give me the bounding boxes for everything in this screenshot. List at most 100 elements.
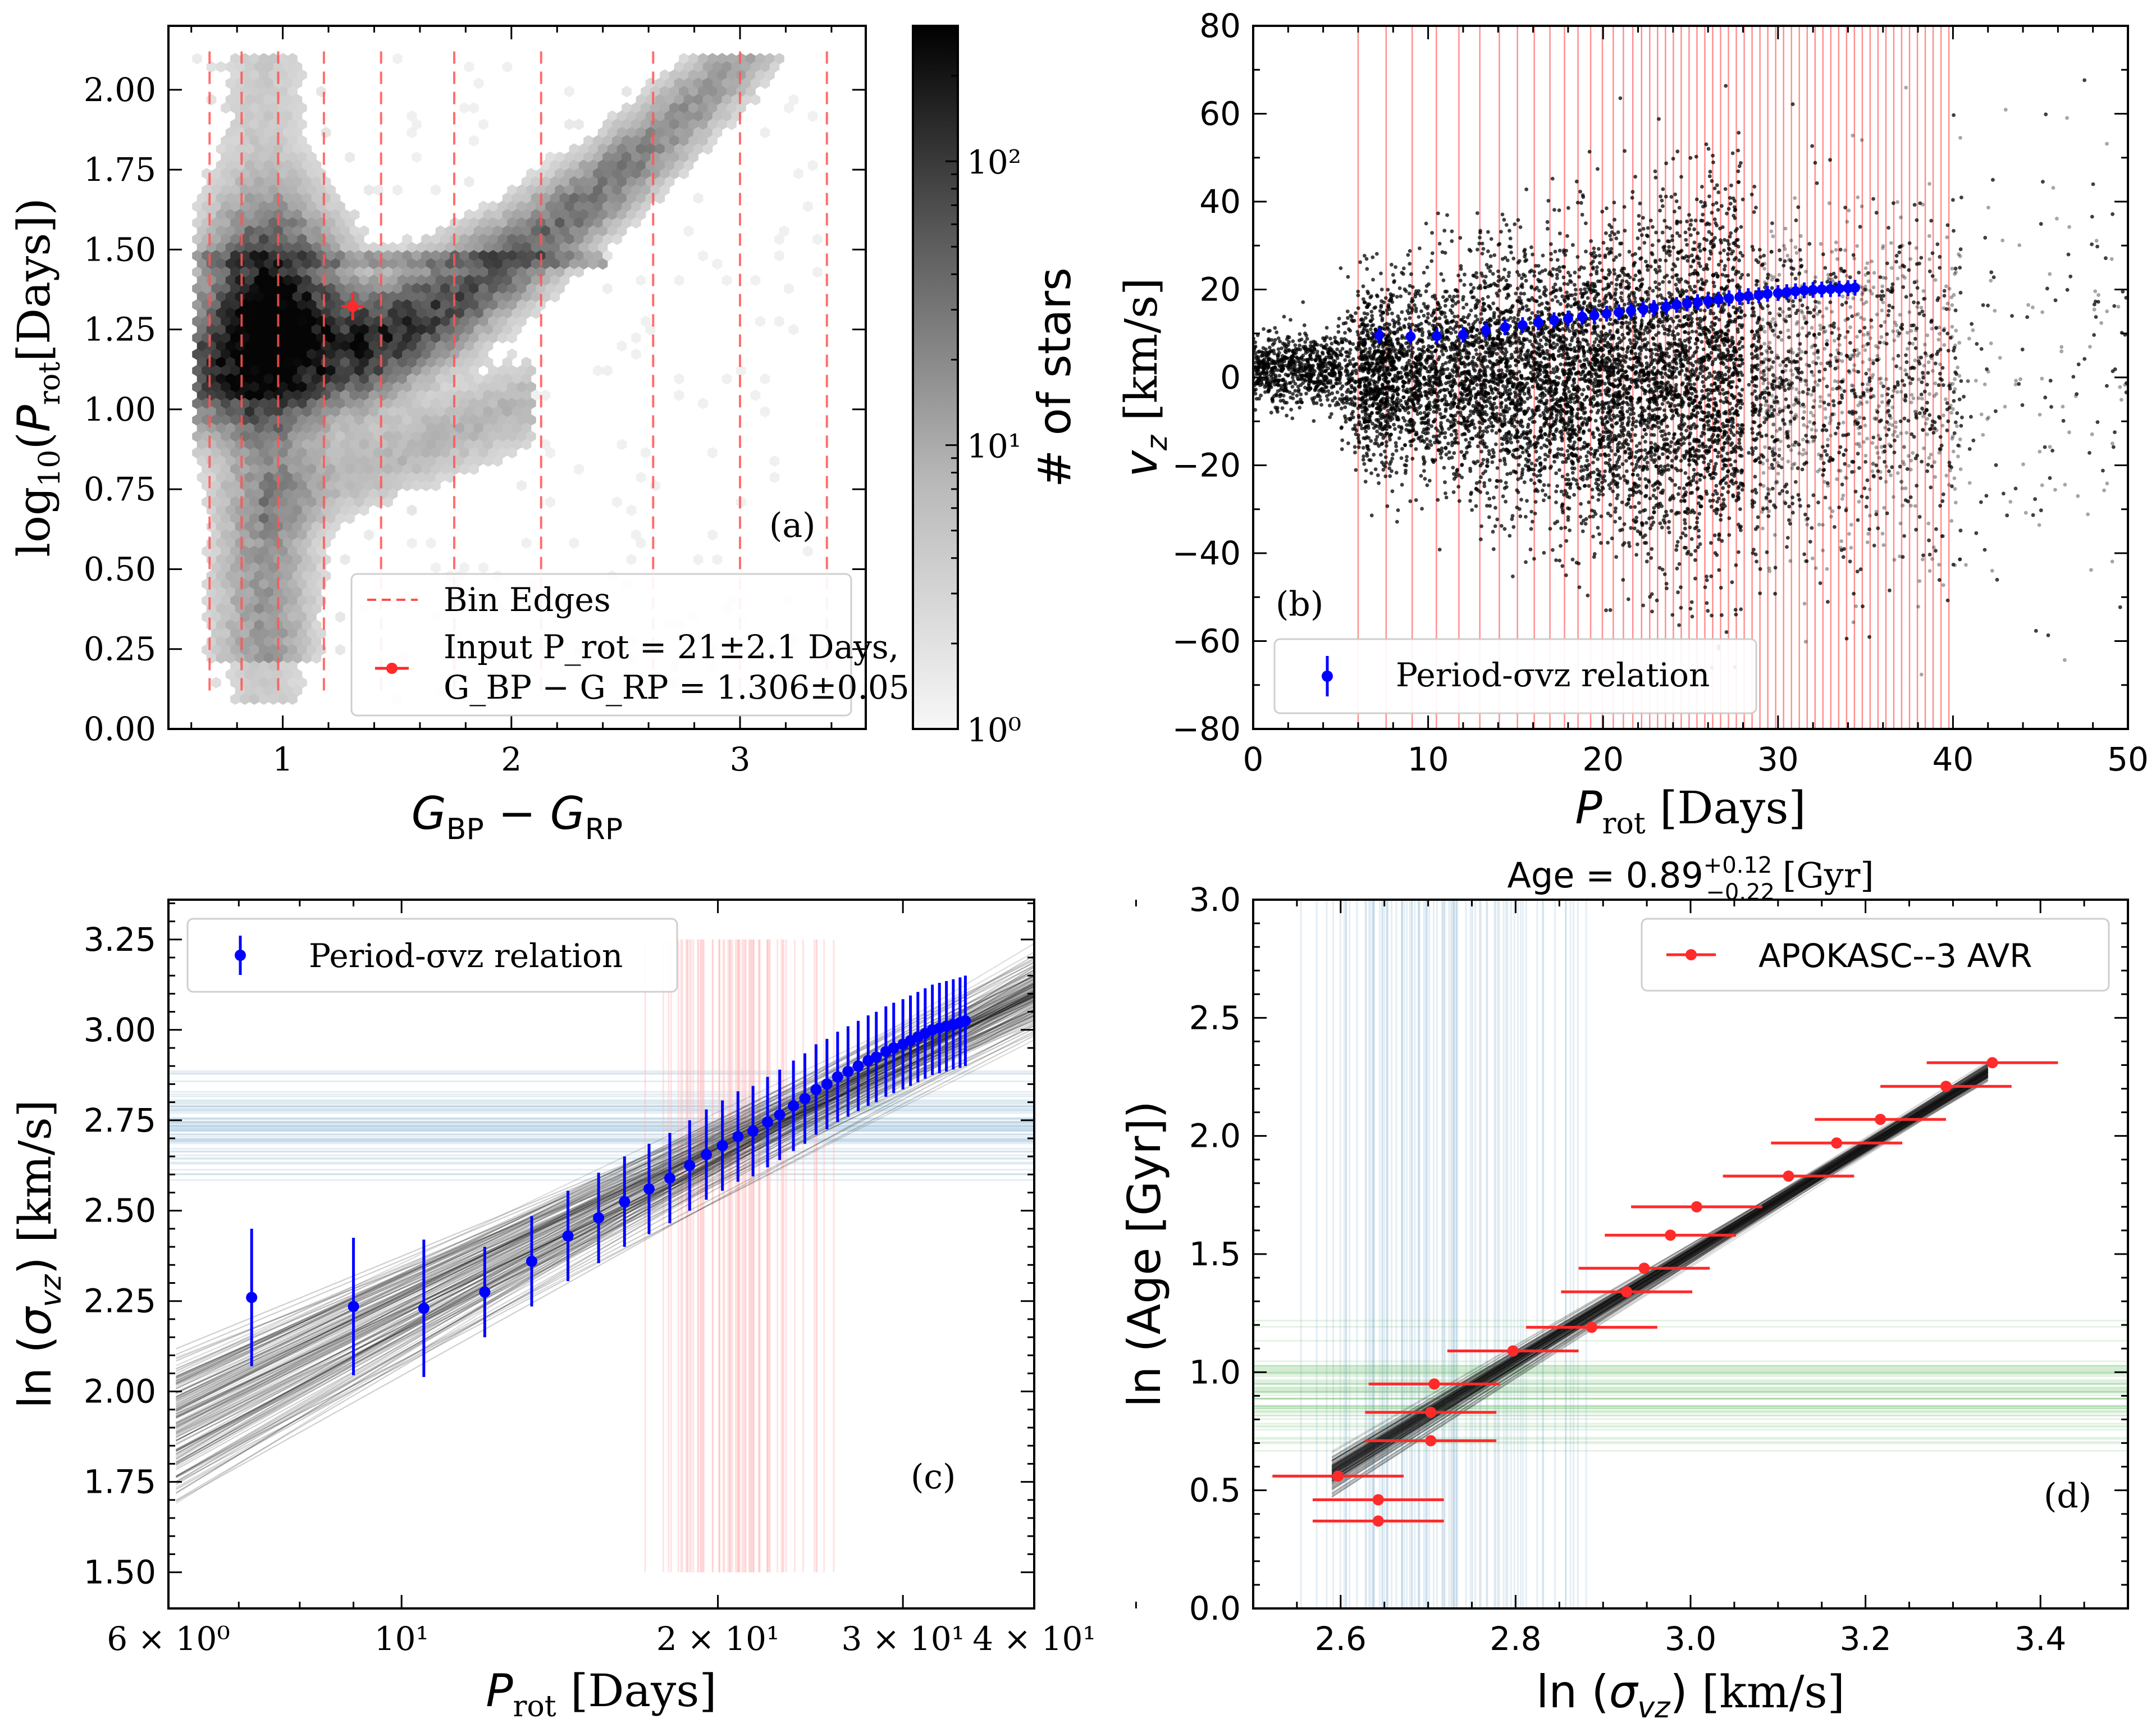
a-hexbin (502, 192, 513, 204)
a-hexbin (588, 192, 599, 204)
a-hexbin (268, 529, 278, 541)
a-hexbin (330, 422, 341, 434)
a-hexbin (750, 94, 761, 106)
b-scatter-point (1750, 192, 1754, 197)
a-hexbin (225, 143, 236, 155)
a-hexbin (292, 209, 303, 221)
a-hexbin (387, 373, 398, 385)
a-hexbin (259, 69, 269, 81)
a-hexbin (287, 266, 298, 278)
b-scatter-point (1531, 252, 1535, 257)
b-scatter-point (1739, 225, 1743, 229)
b-scatter-point (1813, 380, 1817, 384)
a-hexbin (564, 250, 574, 262)
b-scatter-point (1678, 338, 1682, 342)
b-scatter-point (1949, 403, 1953, 408)
a-hexbin (616, 110, 627, 122)
a-hexbin (268, 168, 278, 180)
b-scatter-point (1940, 366, 1945, 370)
a-hexbin (311, 192, 322, 204)
a-hexbin (302, 291, 312, 303)
b-scatter-point (1721, 486, 1725, 490)
a-hexbin (741, 78, 751, 89)
a-hexbin (211, 447, 221, 459)
a-hexbin (354, 480, 364, 491)
a-hexbin (727, 85, 737, 98)
a-hexbin (364, 398, 374, 409)
b-scatter-point (1665, 437, 1669, 441)
b-scatter-point (1397, 286, 1402, 290)
a-hexbin (307, 184, 317, 196)
a-hexbin (326, 529, 336, 541)
b-scatter-point (1720, 388, 1725, 392)
b-scatter-point (1532, 557, 1536, 561)
a-hexbin (626, 209, 637, 221)
a-hexbin (311, 636, 322, 648)
a-hexbin (268, 693, 278, 705)
a-hexbin (335, 430, 345, 443)
a-hexbin (287, 430, 298, 443)
a-hexbin (431, 480, 441, 491)
b-scatter-point (1737, 491, 1741, 495)
a-hexbin (230, 282, 240, 294)
b-scatter-point (1624, 400, 1629, 405)
b-scatter-point (1941, 492, 1945, 496)
a-hexbin (211, 430, 221, 443)
b-scatter-point (1728, 344, 1732, 349)
a-hexbin (616, 143, 627, 155)
b-scatter-point (1741, 197, 1745, 202)
b-scatter-point (1644, 355, 1648, 359)
b-scatter-point (1798, 298, 1802, 302)
a-hexbin (473, 241, 484, 253)
b-scatter-point (1618, 253, 1622, 257)
a-hexbin (359, 225, 369, 237)
a-hexbin (335, 217, 345, 229)
b-scatter-point (1864, 372, 1869, 376)
a-hexbin (550, 241, 560, 253)
a-hexbin (244, 685, 255, 697)
a-hexbin (492, 389, 503, 402)
a-hexbin (249, 660, 259, 672)
b-scatter-point (1593, 284, 1597, 289)
b-scatter-point (1950, 325, 1954, 329)
b-scatter-point (1726, 257, 1730, 262)
a-hexbin (387, 422, 398, 434)
a-hexbin (211, 496, 221, 508)
a-hexbin (292, 143, 303, 155)
a-hexbin (483, 225, 494, 237)
a-hexbin (244, 389, 255, 402)
a-hexbin (531, 192, 541, 204)
b-scatter-point (1671, 157, 1675, 161)
a-hexbin (760, 126, 770, 139)
b-scatter-point (1814, 429, 1818, 432)
b-scatter-point (1826, 276, 1831, 281)
a-hexbin (702, 61, 713, 73)
a-hexbin (564, 85, 574, 98)
a-hexbin (349, 373, 360, 385)
b-scatter-point (1823, 266, 1828, 270)
a-hexbin (254, 307, 264, 319)
a-hexbin (765, 69, 775, 81)
a-hexbin (517, 398, 527, 409)
a-hexbin (216, 570, 226, 582)
a-hexbin (550, 209, 560, 221)
a-hexbin (545, 496, 555, 508)
a-hexbin (254, 209, 264, 221)
a-hexbin (531, 389, 541, 402)
a-hexbin (307, 217, 317, 229)
a-hexbin (392, 316, 403, 327)
a-hexbin (555, 151, 565, 163)
a-hexbin (583, 151, 593, 163)
b-scatter-point (1844, 476, 1849, 480)
b-scatter-point (1276, 336, 1281, 340)
a-hexbin (354, 282, 364, 294)
b-scatter-point (1710, 211, 1714, 215)
a-hexbin (259, 414, 269, 426)
a-hexbin (483, 422, 494, 434)
a-hexbin (459, 398, 469, 409)
a-hexbin (278, 496, 288, 508)
a-hexbin (368, 275, 379, 286)
a-hexbin (406, 471, 417, 484)
a-hexbin (507, 398, 517, 409)
a-hexbin (282, 373, 293, 385)
